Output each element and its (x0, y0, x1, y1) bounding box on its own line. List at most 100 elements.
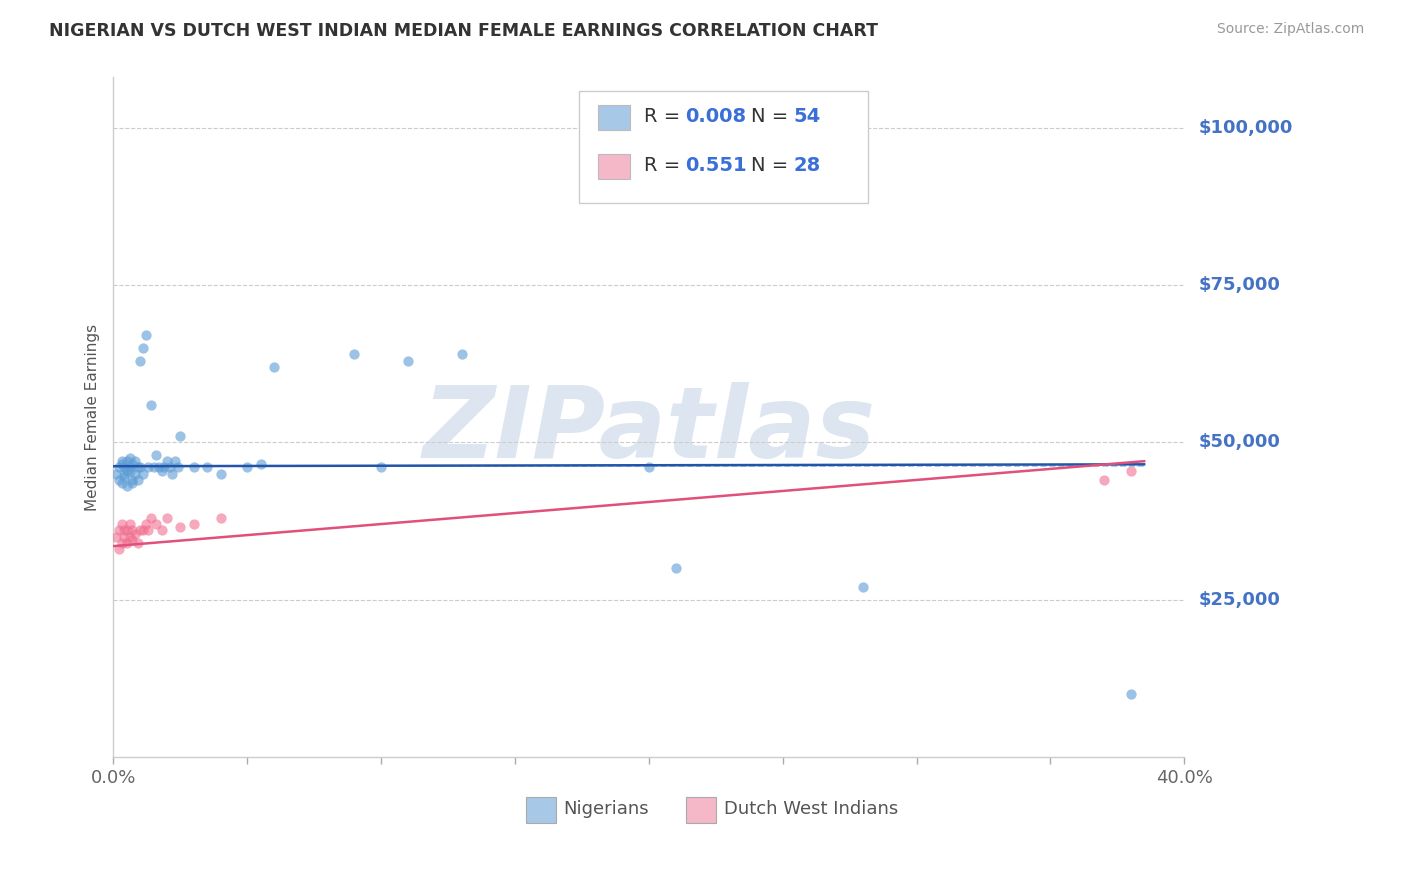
Point (236, 460, 259, 475)
Point (118, 517, 141, 532)
Point (108, 460, 131, 475)
Text: R =: R = (644, 156, 686, 175)
Text: 54: 54 (793, 107, 821, 127)
Point (159, 460, 181, 475)
Point (121, 473, 143, 487)
Point (136, 460, 159, 475)
Point (115, 464, 138, 478)
Point (263, 359, 285, 374)
Point (124, 526, 146, 541)
Point (115, 479, 138, 493)
Point (209, 510, 232, 524)
Point (343, 347, 366, 361)
Text: Dutch West Indians: Dutch West Indians (724, 800, 898, 818)
Point (124, 467, 146, 481)
Point (166, 460, 188, 475)
Point (153, 460, 176, 475)
Point (110, 454, 132, 468)
Point (132, 341, 155, 355)
Point (115, 536, 138, 550)
Point (132, 524, 155, 538)
Point (156, 454, 179, 468)
Text: N =: N = (751, 107, 794, 127)
Point (1092, 473, 1115, 487)
Point (108, 473, 131, 487)
FancyBboxPatch shape (598, 153, 630, 179)
Point (110, 536, 132, 550)
Point (110, 476, 132, 491)
Text: 0.008: 0.008 (685, 107, 747, 127)
Point (105, 530, 128, 544)
Point (209, 467, 232, 481)
Point (1119, 687, 1142, 701)
Point (118, 530, 141, 544)
FancyBboxPatch shape (526, 797, 555, 822)
Point (121, 476, 143, 491)
Point (124, 454, 146, 468)
Text: Nigerians: Nigerians (564, 800, 648, 818)
Point (118, 460, 141, 475)
Text: $25,000: $25,000 (1198, 591, 1279, 608)
Point (139, 510, 162, 524)
Point (112, 524, 135, 538)
Point (105, 467, 128, 481)
Text: Source: ZipAtlas.com: Source: ZipAtlas.com (1216, 22, 1364, 37)
Point (136, 524, 159, 538)
Point (156, 510, 179, 524)
Point (112, 470, 135, 484)
Point (118, 450, 141, 465)
Point (145, 517, 167, 532)
Point (665, 561, 688, 575)
FancyBboxPatch shape (579, 91, 869, 203)
Point (127, 536, 149, 550)
Text: R =: R = (644, 107, 686, 127)
Point (129, 460, 152, 475)
Text: 28: 28 (793, 156, 821, 175)
Point (195, 460, 218, 475)
Point (112, 467, 135, 481)
Point (148, 460, 170, 475)
Text: $75,000: $75,000 (1198, 276, 1279, 294)
Point (183, 517, 205, 532)
Point (121, 533, 143, 547)
Point (150, 524, 173, 538)
Point (129, 353, 152, 368)
Point (132, 467, 155, 481)
Point (145, 448, 167, 462)
Point (108, 542, 131, 557)
Point (169, 520, 191, 534)
FancyBboxPatch shape (686, 797, 717, 822)
Point (183, 460, 205, 475)
Point (115, 454, 138, 468)
Point (638, 460, 661, 475)
Point (852, 580, 875, 594)
Point (139, 398, 162, 412)
Point (165, 454, 187, 468)
Point (450, 347, 472, 361)
Point (169, 429, 191, 443)
Point (142, 460, 165, 475)
Point (112, 460, 135, 475)
Point (150, 464, 173, 478)
Point (129, 524, 152, 538)
Point (121, 458, 143, 472)
Text: N =: N = (751, 156, 794, 175)
Point (127, 460, 149, 475)
Point (249, 458, 271, 472)
Point (112, 530, 135, 544)
Text: ZIPatlas: ZIPatlas (422, 383, 876, 479)
Point (127, 473, 149, 487)
Y-axis label: Median Female Earnings: Median Female Earnings (86, 324, 100, 511)
Point (1119, 464, 1142, 478)
Text: NIGERIAN VS DUTCH WEST INDIAN MEDIAN FEMALE EARNINGS CORRELATION CHART: NIGERIAN VS DUTCH WEST INDIAN MEDIAN FEM… (49, 22, 879, 40)
Point (110, 458, 132, 472)
Text: $100,000: $100,000 (1198, 119, 1292, 136)
Point (115, 524, 138, 538)
Point (118, 464, 141, 478)
Point (370, 460, 392, 475)
Text: 0.551: 0.551 (685, 156, 747, 175)
Point (135, 328, 157, 343)
Point (108, 524, 131, 538)
Text: $50,000: $50,000 (1198, 434, 1279, 451)
Point (162, 467, 184, 481)
